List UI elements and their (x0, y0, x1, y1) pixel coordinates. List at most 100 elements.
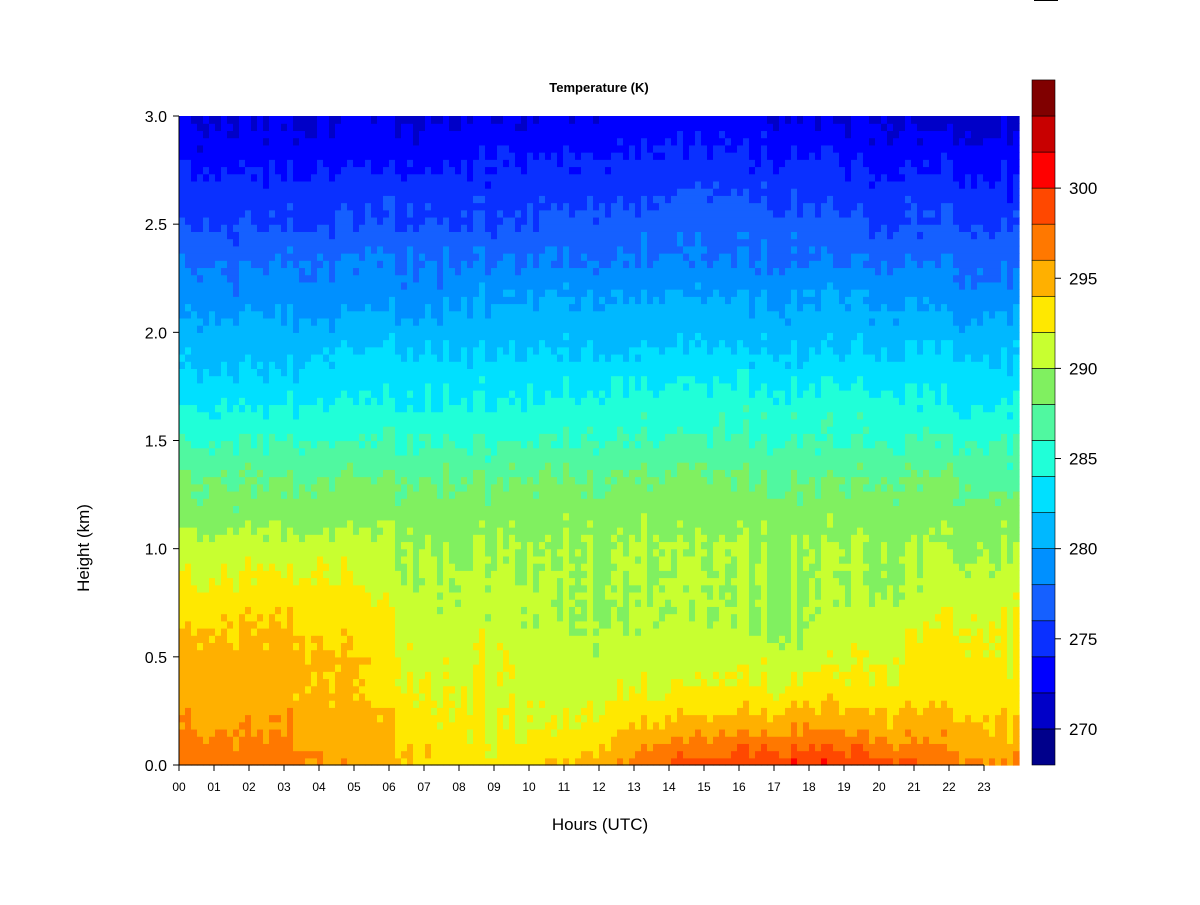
heatmap-cell (335, 721, 342, 730)
heatmap-cell (395, 375, 402, 384)
heatmap-cell (467, 570, 474, 579)
heatmap-cell (227, 440, 234, 449)
heatmap-cell (287, 750, 294, 759)
heatmap-cell (311, 743, 318, 752)
heatmap-cell (389, 599, 396, 607)
heatmap-cell (431, 267, 438, 276)
heatmap-cell (341, 750, 348, 759)
heatmap-cell (299, 245, 306, 254)
heatmap-cell (491, 418, 498, 427)
heatmap-cell (509, 649, 516, 658)
heatmap-cell (329, 736, 336, 744)
heatmap-cell (179, 548, 186, 557)
heatmap-cell (209, 310, 216, 319)
heatmap-cell (341, 325, 348, 333)
heatmap-cell (449, 757, 456, 766)
heatmap-cell (449, 613, 456, 622)
heatmap-cell (263, 152, 270, 160)
heatmap-cell (311, 642, 318, 651)
heatmap-cell (371, 584, 378, 593)
heatmap-cell (311, 325, 318, 333)
heatmap-cell (197, 159, 204, 168)
heatmap-cell (221, 123, 228, 132)
heatmap-cell (449, 692, 456, 701)
heatmap-cell (209, 368, 216, 377)
heatmap-cell (293, 555, 300, 564)
heatmap-cell (497, 678, 504, 687)
heatmap-cell (305, 692, 312, 701)
heatmap-cell (305, 144, 312, 153)
heatmap-cell (491, 447, 498, 456)
heatmap-cell (413, 728, 420, 737)
heatmap-cell (335, 627, 342, 636)
heatmap-cell (281, 563, 288, 571)
heatmap-cell (383, 137, 390, 146)
heatmap-cell (431, 512, 438, 521)
heatmap-cell (461, 224, 468, 232)
heatmap-cell (281, 736, 288, 744)
heatmap-cell (203, 159, 210, 168)
heatmap-cell (245, 339, 252, 348)
heatmap-cell (485, 245, 492, 254)
heatmap-cell (305, 231, 312, 240)
heatmap-cell (203, 209, 210, 218)
heatmap-cell (431, 534, 438, 543)
heatmap-cell (431, 678, 438, 687)
heatmap-cell (479, 433, 486, 442)
heatmap-cell (197, 404, 204, 413)
heatmap-cell (191, 433, 198, 442)
heatmap-cell (341, 548, 348, 557)
heatmap-cell (221, 692, 228, 701)
heatmap-cell (191, 707, 198, 716)
heatmap-cell (317, 180, 324, 189)
heatmap-cell (221, 195, 228, 204)
heatmap-cell (503, 303, 510, 312)
heatmap-cell (395, 411, 402, 420)
heatmap-cell (431, 548, 438, 557)
heatmap-cell (275, 216, 282, 225)
heatmap-cell (467, 332, 474, 341)
heatmap-cell (305, 418, 312, 427)
heatmap-cell (227, 188, 234, 196)
heatmap-cell (233, 339, 240, 348)
heatmap-cell (341, 224, 348, 232)
heatmap-cell (503, 404, 510, 413)
heatmap-cell (233, 224, 240, 232)
heatmap-cell (233, 152, 240, 160)
heatmap-cell (251, 375, 258, 384)
heatmap-cell (227, 368, 234, 377)
heatmap-cell (485, 555, 492, 564)
heatmap-cell (491, 289, 498, 297)
heatmap-cell (419, 390, 426, 398)
heatmap-cell (485, 310, 492, 319)
heatmap-cell (431, 166, 438, 175)
heatmap-cell (425, 397, 432, 406)
heatmap-cell (251, 750, 258, 759)
heatmap-cell (293, 166, 300, 175)
heatmap-cell (437, 454, 444, 463)
heatmap-cell (233, 527, 240, 535)
heatmap-cell (359, 152, 366, 160)
heatmap-cell (191, 404, 198, 413)
heatmap-cell (233, 664, 240, 672)
heatmap-cell (467, 555, 474, 564)
heatmap-cell (473, 152, 480, 160)
heatmap-cell (347, 613, 354, 622)
heatmap-cell (413, 332, 420, 341)
heatmap-cell (215, 519, 222, 528)
heatmap-cell (437, 317, 444, 326)
heatmap-cell (479, 671, 486, 680)
heatmap-cell (275, 317, 282, 326)
heatmap-cell (473, 599, 480, 607)
heatmap-cell (425, 483, 432, 492)
heatmap-cell (371, 527, 378, 535)
heatmap-cell (323, 368, 330, 377)
heatmap-cell (317, 267, 324, 276)
heatmap-cell (287, 498, 294, 506)
heatmap-cell (317, 332, 324, 341)
heatmap-cell (407, 584, 414, 593)
heatmap-cell (425, 440, 432, 449)
heatmap-cell (503, 317, 510, 326)
heatmap-cell (341, 700, 348, 708)
